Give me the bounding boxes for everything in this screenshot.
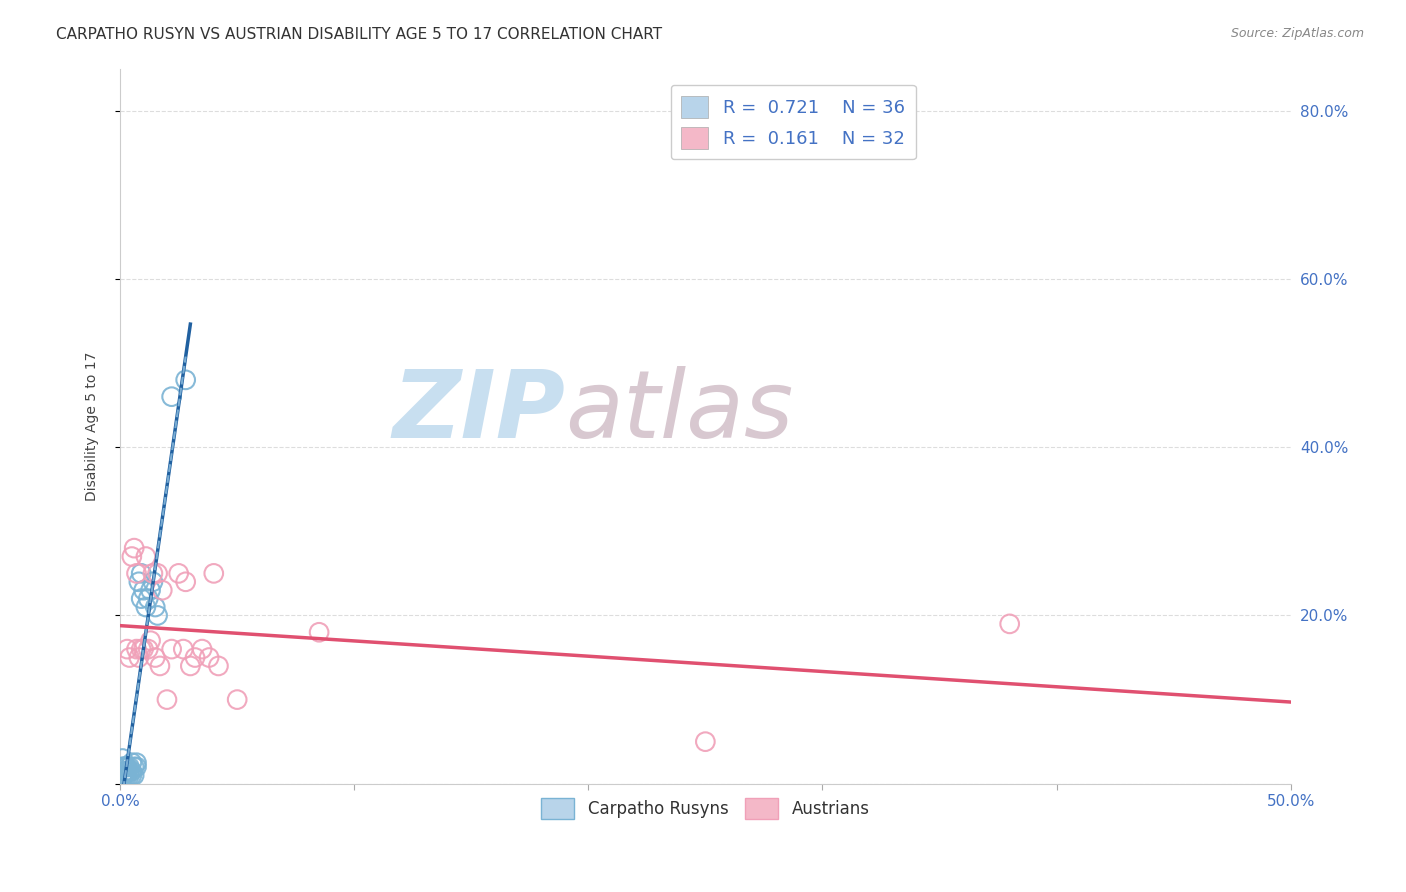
Text: ZIP: ZIP: [392, 366, 565, 458]
Point: [160, 390, 183, 404]
Point: [129, 566, 152, 581]
Point: [122, 760, 145, 774]
Point: [111, 768, 134, 782]
Point: [125, 642, 148, 657]
Point: [111, 768, 134, 782]
Point: [112, 768, 135, 782]
Point: [179, 659, 201, 673]
Point: [202, 566, 225, 581]
Point: [121, 756, 143, 770]
Text: Source: ZipAtlas.com: Source: ZipAtlas.com: [1230, 27, 1364, 40]
Point: [198, 650, 221, 665]
Point: [135, 549, 157, 564]
Point: [114, 768, 136, 782]
Point: [132, 642, 155, 657]
Point: [139, 633, 162, 648]
Point: [132, 583, 155, 598]
Point: [118, 760, 141, 774]
Text: CARPATHO RUSYN VS AUSTRIAN DISABILITY AGE 5 TO 17 CORRELATION CHART: CARPATHO RUSYN VS AUSTRIAN DISABILITY AG…: [56, 27, 662, 42]
Point: [142, 566, 165, 581]
Point: [115, 760, 138, 774]
Point: [115, 642, 138, 657]
Point: [695, 734, 717, 748]
Point: [156, 692, 179, 706]
Point: [142, 574, 165, 589]
Point: [118, 764, 141, 778]
Point: [226, 692, 249, 706]
Point: [143, 600, 166, 615]
Y-axis label: Disability Age 5 to 17: Disability Age 5 to 17: [86, 351, 100, 500]
Point: [998, 616, 1021, 631]
Point: [191, 642, 214, 657]
Point: [121, 764, 143, 778]
Point: [118, 650, 141, 665]
Point: [115, 764, 138, 778]
Point: [111, 751, 134, 765]
Point: [125, 760, 148, 774]
Point: [143, 650, 166, 665]
Point: [112, 760, 135, 774]
Point: [174, 574, 197, 589]
Point: [125, 566, 148, 581]
Point: [122, 541, 145, 556]
Point: [207, 659, 229, 673]
Point: [122, 768, 145, 782]
Point: [114, 764, 136, 778]
Point: [167, 566, 190, 581]
Legend: Carpatho Rusyns, Austrians: Carpatho Rusyns, Austrians: [534, 792, 876, 825]
Point: [308, 625, 330, 640]
Point: [121, 768, 143, 782]
Point: [129, 642, 152, 657]
Point: [125, 756, 148, 770]
Point: [121, 549, 143, 564]
Point: [146, 608, 169, 623]
Point: [111, 760, 134, 774]
Point: [128, 650, 150, 665]
Point: [118, 768, 141, 782]
Point: [150, 583, 173, 598]
Point: [172, 642, 194, 657]
Point: [184, 650, 207, 665]
Point: [135, 600, 157, 615]
Point: [128, 574, 150, 589]
Point: [146, 566, 169, 581]
Point: [136, 642, 159, 657]
Point: [160, 642, 183, 657]
Point: [129, 591, 152, 606]
Point: [174, 373, 197, 387]
Point: [136, 591, 159, 606]
Point: [115, 760, 138, 774]
Point: [114, 760, 136, 774]
Point: [149, 659, 172, 673]
Point: [139, 583, 162, 598]
Point: [115, 768, 138, 782]
Point: [111, 768, 134, 782]
Text: atlas: atlas: [565, 367, 793, 458]
